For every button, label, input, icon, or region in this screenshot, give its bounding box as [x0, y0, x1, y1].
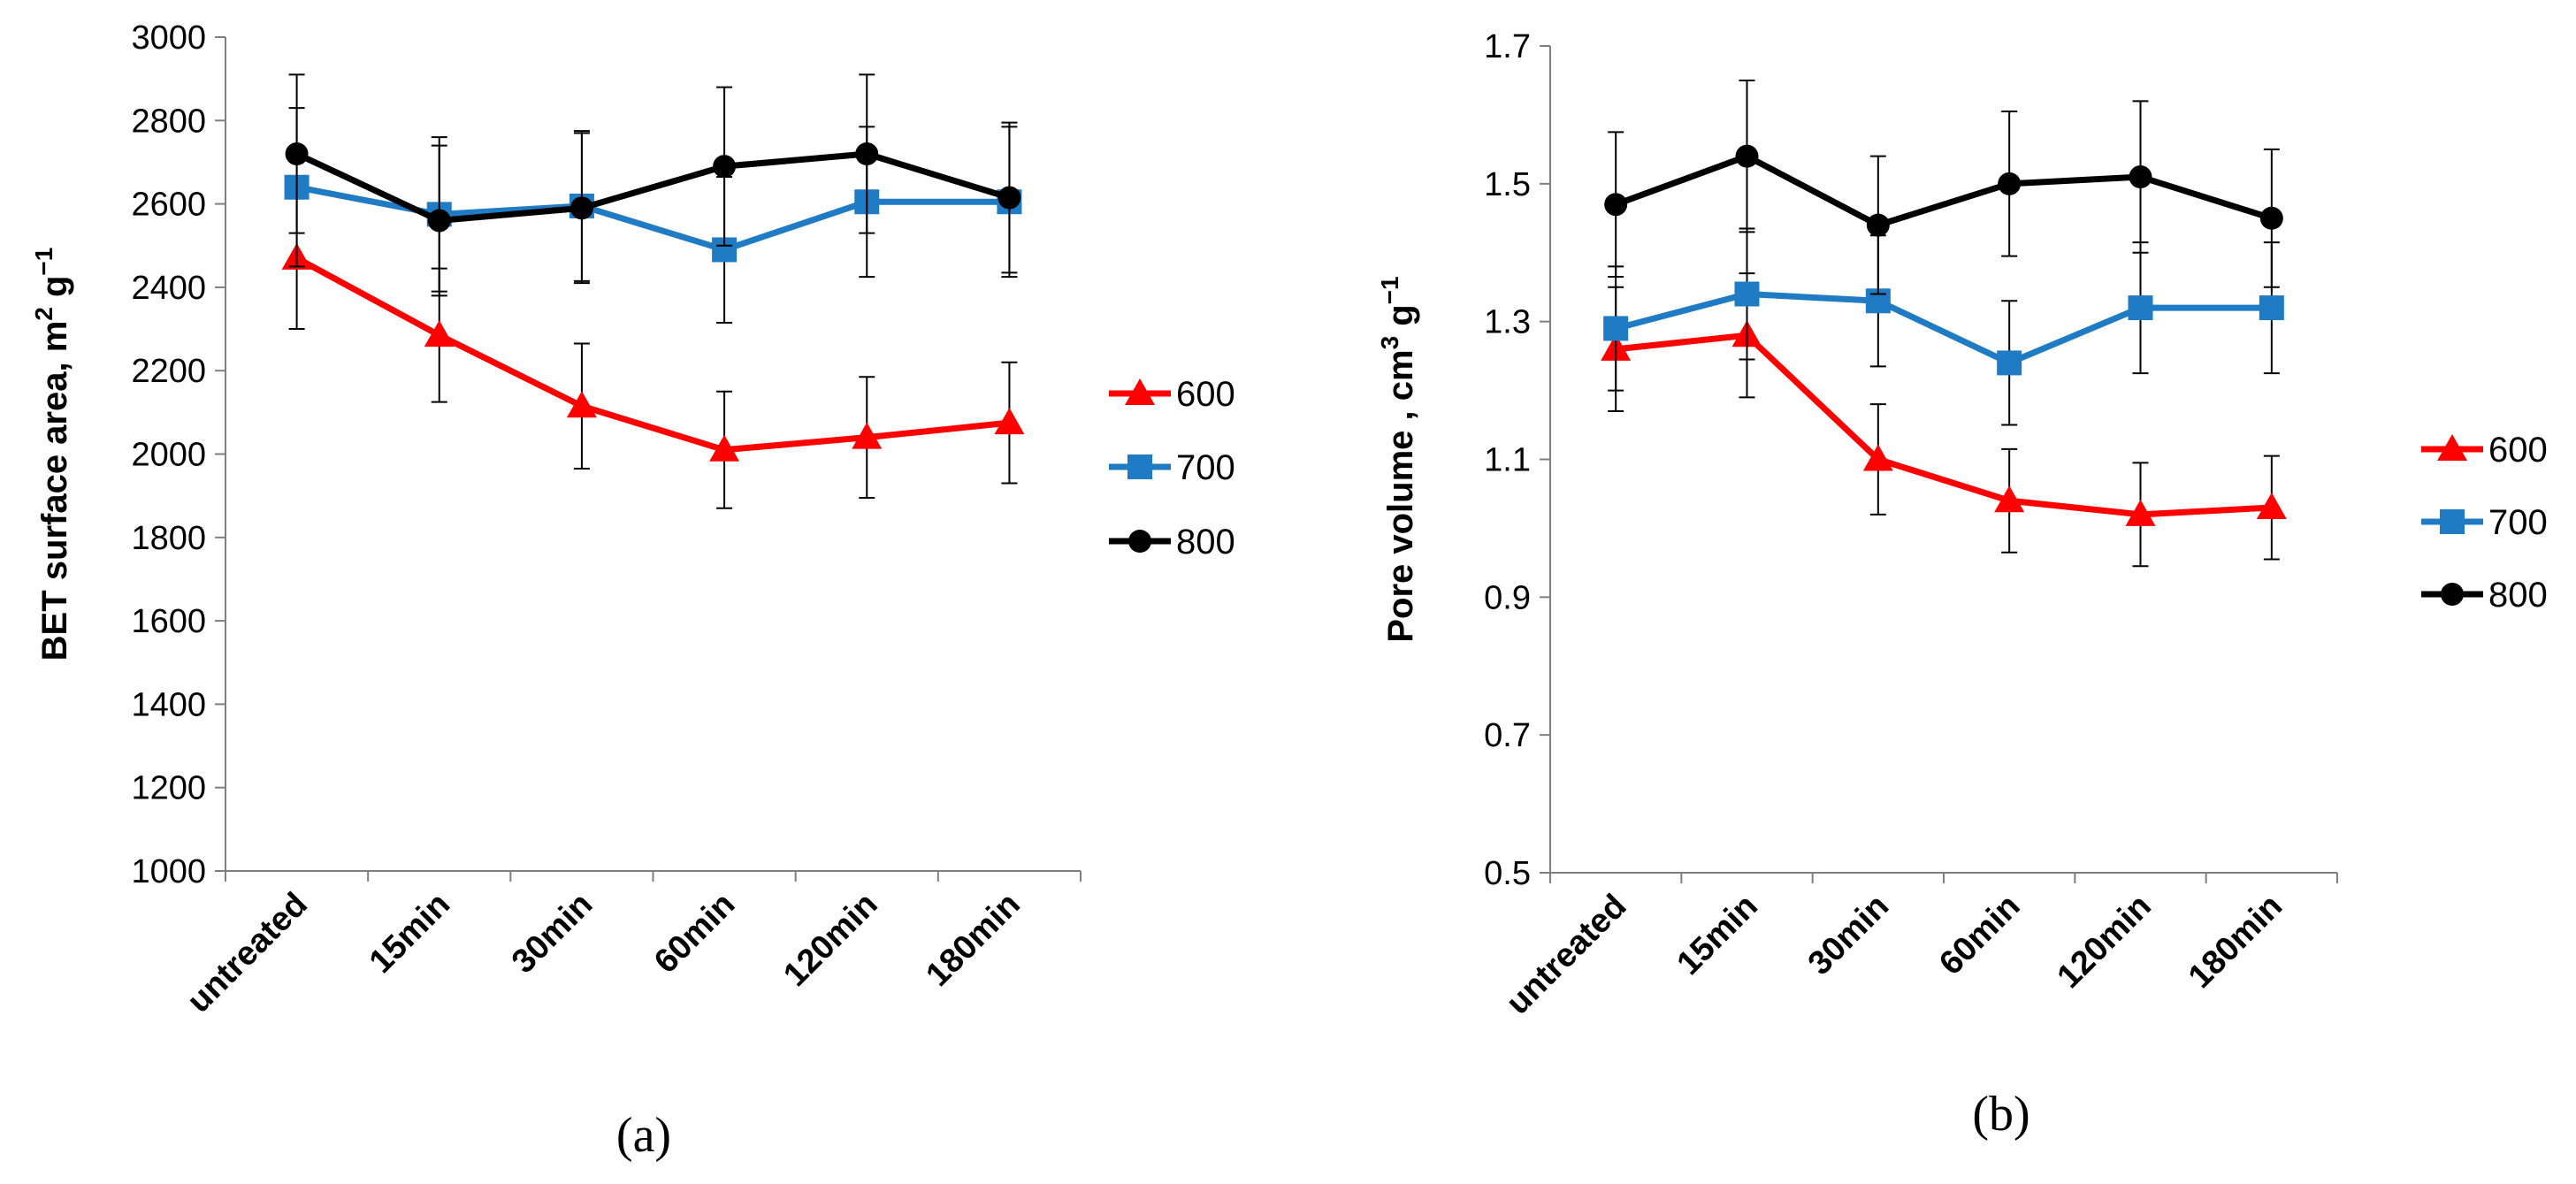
y-tick-label: 0.9	[1484, 579, 1531, 616]
data-point-700	[1997, 350, 2022, 376]
panel-caption: (b)	[1972, 1087, 2029, 1142]
legend-label-800: 800	[2488, 576, 2548, 615]
series-700	[284, 107, 1022, 324]
data-point-800	[427, 209, 451, 233]
series-line-700	[295, 184, 1010, 253]
series-line-600	[294, 255, 1010, 454]
x-tick-label: untreated	[180, 886, 315, 1020]
legend-label-700: 700	[1176, 448, 1235, 487]
x-tick-label: 180min	[2182, 888, 2289, 996]
legend-label-600: 600	[2488, 431, 2548, 470]
data-point-800	[1604, 193, 1628, 217]
y-tick-label: 1.7	[1484, 28, 1531, 65]
data-point-600	[424, 320, 455, 348]
y-tick-label: 1.3	[1484, 304, 1531, 341]
legend-marker-800	[1128, 530, 1151, 553]
series-600	[281, 186, 1025, 509]
y-tick-label: 2400	[131, 270, 206, 307]
x-tick-label: 180min	[919, 886, 1027, 994]
y-tick-label: 0.7	[1484, 717, 1531, 754]
legend-marker-800	[2441, 583, 2464, 606]
legend-marker-600	[1125, 378, 1155, 405]
series-line-800	[1614, 153, 2273, 229]
y-tick-label: 3000	[131, 19, 206, 57]
data-point-800	[2129, 165, 2152, 189]
x-tick-label: 60min	[1932, 888, 2027, 982]
data-point-700	[2259, 295, 2284, 321]
chart-panel-b: 0.5 0.7 0.9 1.1 1.3 1.5 1.7 untreated 15min 30min…	[1376, 28, 2548, 1142]
x-tick-label: 15min	[1670, 888, 1765, 982]
legend-marker-700	[1127, 455, 1152, 479]
data-point-600	[1862, 444, 1893, 471]
data-point-600	[2256, 493, 2287, 520]
data-point-800	[2259, 206, 2283, 230]
data-point-800	[285, 142, 309, 166]
legend: 600 700 800	[2421, 431, 2548, 615]
legend-label-700: 700	[2488, 503, 2548, 542]
data-point-800	[1866, 213, 1890, 237]
data-point-800	[713, 155, 737, 179]
x-tick-label: 30min	[505, 886, 600, 981]
data-point-600	[852, 422, 883, 449]
series-800	[285, 73, 1021, 297]
data-point-700	[1734, 281, 1760, 307]
y-tick-label: 1000	[131, 853, 206, 890]
legend-marker-600	[2437, 434, 2467, 461]
x-tick-label: 120min	[776, 886, 884, 994]
data-point-700	[2128, 295, 2153, 321]
series-line-700	[1615, 291, 2272, 366]
chart-panel-a: 1000 1200 1400 1600 1800 2000 2200 2400 2600 2800…	[30, 19, 1235, 1163]
legend-label-600: 600	[1176, 375, 1235, 414]
series-700	[1603, 227, 2284, 426]
y-tick-label: 2600	[131, 187, 206, 224]
data-point-600	[709, 434, 740, 462]
y-tick-label: 0.5	[1484, 855, 1531, 892]
data-point-600	[566, 391, 597, 418]
data-point-800	[855, 142, 879, 166]
data-point-800	[569, 196, 593, 220]
legend-label-800: 800	[1176, 523, 1235, 561]
y-tick-label: 1400	[131, 686, 206, 723]
y-axis-title: BET surface area, m2 g−1	[30, 248, 74, 661]
y-axis-title: Pore volume , cm3 g−1	[1376, 276, 1420, 642]
x-tick-label: 15min	[363, 886, 457, 981]
y-tick-label: 2000	[131, 437, 206, 474]
x-tick-label: 30min	[1801, 888, 1896, 982]
series-line-800	[295, 150, 1011, 224]
data-point-700	[1603, 316, 1629, 341]
y-tick-label: 1.5	[1484, 166, 1531, 203]
y-tick-label: 1800	[131, 520, 206, 557]
y-tick-label: 1.1	[1484, 442, 1531, 479]
x-tick-label: untreated	[1499, 888, 1633, 1022]
data-point-800	[998, 186, 1021, 210]
panel-caption: (a)	[616, 1108, 671, 1163]
series-line-600	[1615, 332, 2273, 518]
data-point-800	[1998, 172, 2022, 195]
data-point-600	[2125, 499, 2156, 526]
series-800	[1604, 79, 2283, 295]
y-tick-label: 2200	[131, 353, 206, 390]
legend: 600 700 800	[1109, 375, 1235, 561]
x-tick-label: 120min	[2051, 888, 2159, 996]
y-tick-label: 1600	[131, 603, 206, 640]
data-point-600	[1994, 485, 2025, 513]
data-point-600	[994, 408, 1025, 435]
series-600	[1601, 272, 2287, 568]
data-point-800	[1735, 144, 1759, 168]
y-tick-label: 2800	[131, 103, 206, 140]
y-tick-label: 1200	[131, 770, 206, 807]
x-tick-label: 60min	[647, 886, 742, 981]
legend-marker-700	[2440, 509, 2465, 534]
